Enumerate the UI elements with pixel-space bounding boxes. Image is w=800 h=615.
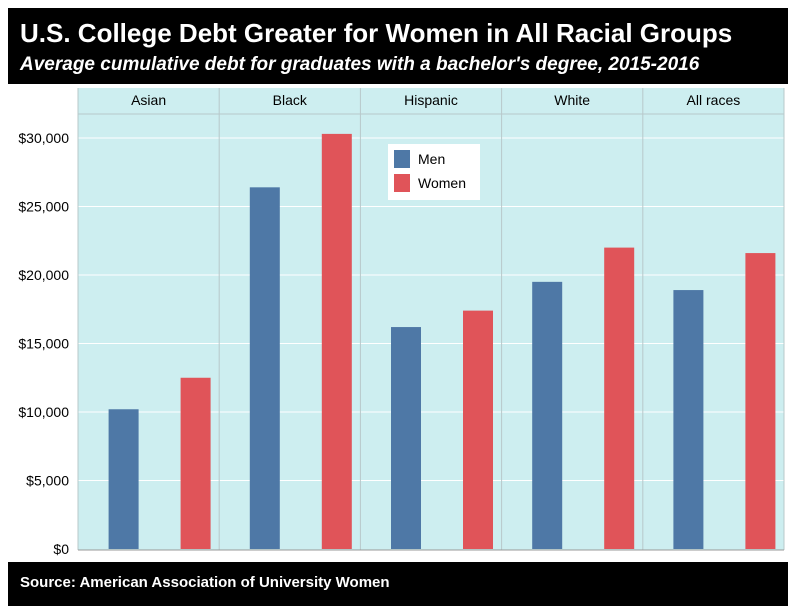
y-tick-label: $15,000 <box>18 336 69 352</box>
bar-men <box>249 187 280 549</box>
bar-women <box>180 377 211 549</box>
facet-label: All races <box>687 92 741 108</box>
bar-men <box>108 409 139 549</box>
y-tick-label: $25,000 <box>18 199 69 215</box>
bar-women <box>745 253 776 549</box>
legend-label-men: Men <box>418 151 445 167</box>
chart-footer: Source: American Association of Universi… <box>8 562 788 606</box>
chart-title: U.S. College Debt Greater for Women in A… <box>20 18 733 48</box>
bar-women <box>604 247 635 549</box>
bar-women <box>321 133 352 549</box>
bar-men <box>673 290 704 549</box>
bar-women <box>463 310 493 549</box>
y-tick-label: $30,000 <box>18 130 69 146</box>
facet-label: White <box>554 92 590 108</box>
source-note: Source: American Association of Universi… <box>20 574 390 591</box>
y-tick-label: $5,000 <box>26 473 69 489</box>
legend-swatch-men <box>394 150 410 168</box>
facet-label: Asian <box>131 92 166 108</box>
y-tick-label: $20,000 <box>18 267 69 283</box>
bar-men <box>532 281 563 549</box>
y-tick-label: $10,000 <box>18 404 69 420</box>
chart-header: U.S. College Debt Greater for Women in A… <box>8 8 788 84</box>
legend-swatch-women <box>394 174 410 192</box>
bar-men <box>391 327 421 549</box>
chart-subtitle: Average cumulative debt for graduates wi… <box>20 54 700 75</box>
legend-label-women: Women <box>418 175 466 191</box>
y-tick-label: $0 <box>53 541 69 557</box>
facet-label: Black <box>273 92 308 108</box>
facet-label: Hispanic <box>404 92 458 108</box>
